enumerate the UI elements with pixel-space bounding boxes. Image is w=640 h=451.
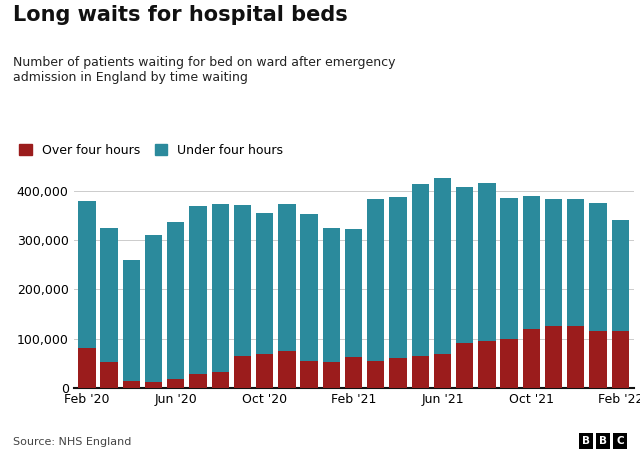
Bar — [100, 362, 118, 388]
Bar — [189, 207, 207, 374]
Bar — [567, 199, 584, 326]
Bar — [367, 199, 385, 361]
Bar — [278, 204, 296, 351]
Bar — [145, 382, 163, 388]
Bar — [412, 184, 429, 356]
Bar — [456, 187, 474, 344]
Text: B: B — [582, 436, 589, 446]
Bar — [389, 358, 406, 388]
Bar — [412, 356, 429, 388]
Bar — [234, 206, 251, 356]
Text: Long waits for hospital beds: Long waits for hospital beds — [13, 5, 348, 24]
Bar — [189, 374, 207, 388]
Bar — [345, 357, 362, 388]
Bar — [123, 381, 140, 388]
Text: Number of patients waiting for bed on ward after emergency
admission in England : Number of patients waiting for bed on wa… — [13, 56, 396, 84]
Text: B: B — [599, 436, 607, 446]
Bar — [523, 329, 540, 388]
Bar — [589, 331, 607, 388]
Bar — [567, 326, 584, 388]
Legend: Over four hours, Under four hours: Over four hours, Under four hours — [19, 144, 284, 157]
Bar — [345, 229, 362, 357]
Bar — [545, 199, 563, 326]
Bar — [434, 178, 451, 354]
Bar — [234, 356, 251, 388]
Bar — [123, 260, 140, 381]
Text: Source: NHS England: Source: NHS England — [13, 437, 131, 447]
Bar — [523, 196, 540, 329]
Bar — [301, 214, 318, 361]
Bar — [589, 203, 607, 331]
Bar — [212, 204, 229, 372]
Bar — [367, 361, 385, 388]
Bar — [478, 183, 495, 341]
Bar — [167, 379, 184, 388]
Bar — [478, 341, 495, 388]
Bar — [389, 197, 406, 358]
Bar — [545, 326, 563, 388]
Bar — [167, 222, 184, 379]
Bar — [278, 351, 296, 388]
Bar — [78, 349, 95, 388]
Bar — [256, 354, 273, 388]
Bar — [612, 331, 629, 388]
Bar — [434, 354, 451, 388]
Bar — [323, 362, 340, 388]
Bar — [500, 198, 518, 339]
Bar — [256, 213, 273, 354]
Bar — [323, 228, 340, 362]
Text: C: C — [616, 436, 624, 446]
Bar — [612, 220, 629, 331]
Bar — [301, 361, 318, 388]
Bar — [100, 228, 118, 362]
Bar — [500, 339, 518, 388]
Bar — [456, 344, 474, 388]
Bar — [145, 235, 163, 382]
Bar — [78, 201, 95, 349]
Bar — [212, 372, 229, 388]
